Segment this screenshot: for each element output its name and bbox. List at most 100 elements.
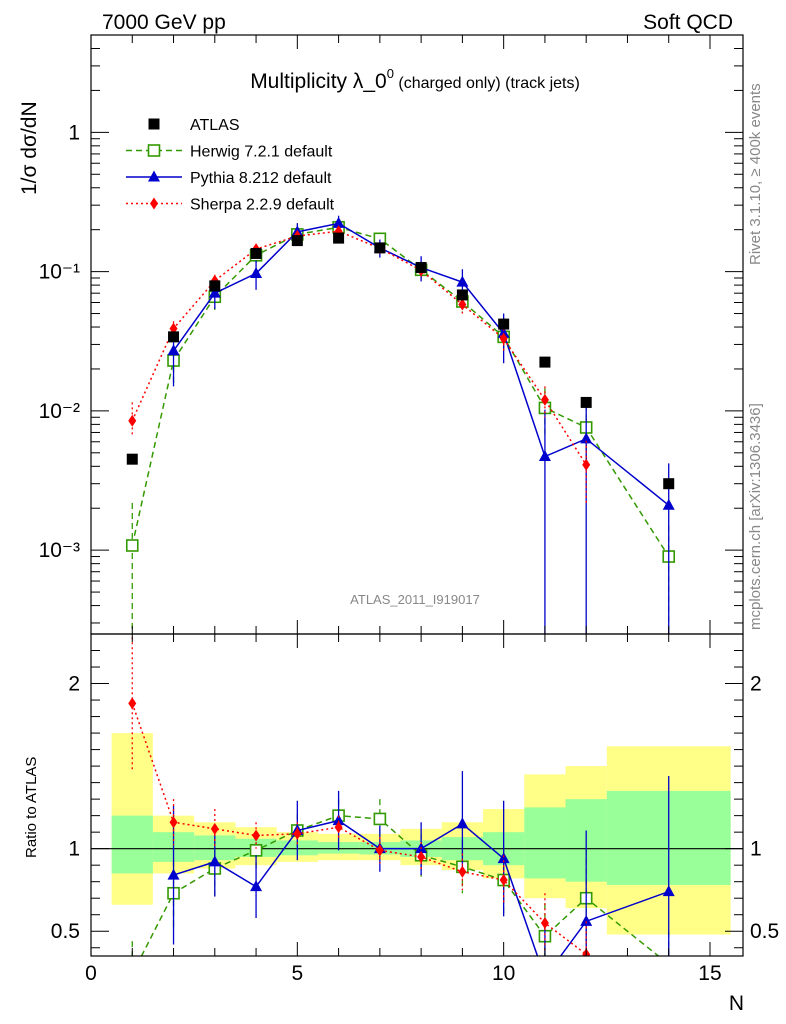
pythia-point xyxy=(538,450,551,462)
y-axis-title: 1/σ dσ/dN xyxy=(18,101,41,195)
pythia-ratio-point xyxy=(497,852,510,864)
herwig-line xyxy=(131,226,670,557)
x-tick-label: 15 xyxy=(698,962,721,985)
band-inner xyxy=(524,807,566,879)
herwig-ratio-point xyxy=(663,959,674,970)
atlas-data xyxy=(126,232,675,490)
plot-title-suffix: (charged only) (track jets) xyxy=(394,75,580,92)
sherpa-point xyxy=(128,414,137,427)
pythia-ratio-point xyxy=(208,855,221,867)
pythia-ratio-point xyxy=(456,817,469,829)
atlas-point xyxy=(415,262,427,274)
sherpa-ratio-point xyxy=(210,822,219,835)
atlas-point xyxy=(498,318,510,330)
pythia-point xyxy=(208,286,221,298)
herwig-ratio-point xyxy=(373,812,387,826)
atlas-point xyxy=(663,478,675,490)
ratio-tick-label: 2 xyxy=(68,673,80,696)
ratio-tick-label: 1 xyxy=(68,838,80,861)
site-label: mcplots.cern.ch [arXiv:1306.3436] xyxy=(747,403,764,630)
ratio-axis-title: Ratio to ATLAS xyxy=(23,757,40,858)
pythia-ratio-point xyxy=(167,868,180,880)
pythia-point xyxy=(662,498,675,510)
pythia-point xyxy=(456,275,469,287)
main-panel xyxy=(125,215,676,634)
sherpa-ratio-point xyxy=(417,850,426,863)
plot-title: Multiplicity λ_00 (charged only) (track … xyxy=(250,66,580,93)
sherpa-ratio-point xyxy=(169,816,178,829)
y-tick-label: 1 xyxy=(68,121,80,144)
x-tick-label: 5 xyxy=(291,962,303,985)
ratio-tick-label: 0.5 xyxy=(51,920,80,943)
atlas-point xyxy=(580,396,592,408)
pythia-point xyxy=(497,326,510,338)
sherpa-ratio-point xyxy=(128,697,137,710)
pythia-ratio-point xyxy=(332,814,345,826)
category-label: Soft QCD xyxy=(643,11,733,34)
sherpa-point xyxy=(499,332,508,345)
sherpa-point xyxy=(458,298,467,311)
axes-frame: 0 5 10 15 10⁻³ 10⁻² 10⁻¹ 1 0.5 0.5 1 1 2 2 xyxy=(39,34,779,985)
pythia-point xyxy=(250,266,263,278)
legend-label: Herwig 7.2.1 default xyxy=(190,144,333,161)
energy-label: 7000 GeV pp xyxy=(102,11,226,34)
legend-label: Sherpa 2.2.9 default xyxy=(190,197,335,214)
y-tick-label: 10⁻¹ xyxy=(39,261,80,284)
legend-marker xyxy=(148,118,160,130)
main-frame xyxy=(90,34,744,635)
ratio-panel xyxy=(127,637,675,982)
pythia-ratio-line xyxy=(173,819,669,956)
atlas-point xyxy=(333,232,345,244)
pythia-point xyxy=(580,432,593,444)
ratio-uncertainty-bands xyxy=(91,733,743,935)
pythia-ratio-point xyxy=(662,885,675,897)
herwig-point xyxy=(125,539,139,552)
sherpa-ratio-point xyxy=(252,829,261,842)
y-tick-label: 10⁻³ xyxy=(39,539,80,562)
sherpa-ratio-point xyxy=(293,827,302,840)
sherpa-line xyxy=(131,230,587,466)
legend: ATLAS Herwig 7.2.1 default Pythia 8.212 de… xyxy=(126,117,335,214)
legend-marker xyxy=(148,170,160,182)
plot-title-main: Multiplicity λ_0 xyxy=(250,70,387,93)
x-axis-title: N xyxy=(729,992,744,1015)
sherpa-point xyxy=(540,393,549,406)
sherpa-ratio-line xyxy=(131,703,587,955)
ratio-frame xyxy=(90,633,744,957)
pythia-ratio-point xyxy=(539,971,551,982)
herwig-ratio-point xyxy=(249,844,263,857)
atlas-point xyxy=(291,235,303,247)
y-tick-label: 10⁻² xyxy=(39,400,80,423)
sherpa-ratio-point xyxy=(499,874,508,887)
sherpa-point xyxy=(582,458,591,471)
atlas-point xyxy=(374,242,386,254)
pythia-point xyxy=(167,344,180,356)
herwig-ratio-point xyxy=(127,969,138,980)
atlas-point xyxy=(126,453,138,465)
atlas-point xyxy=(250,247,262,259)
legend-marker xyxy=(147,144,161,157)
atlas-point xyxy=(168,331,180,343)
atlas-point xyxy=(209,280,221,292)
legend-label: ATLAS xyxy=(190,117,240,134)
sherpa-ratio-point xyxy=(334,821,343,834)
x-tick-label: 10 xyxy=(492,962,515,985)
pythia-ratio-point xyxy=(580,914,593,926)
pythia-point xyxy=(332,216,345,228)
legend-marker xyxy=(150,197,158,210)
atlas-point xyxy=(539,356,551,368)
ratio-tick-label-right: 0.5 xyxy=(750,920,779,943)
series-layer xyxy=(125,215,676,982)
plot-title-superscript: 0 xyxy=(387,66,394,81)
legend-label: Pythia 8.212 default xyxy=(190,170,332,187)
atlas-point xyxy=(456,289,468,301)
pythia-ratio-point xyxy=(250,880,263,892)
band-inner xyxy=(111,815,153,874)
sherpa-ratio-point xyxy=(458,865,467,878)
rivet-label: Rivet 3.1.10, ≥ 400k events xyxy=(747,83,764,265)
x-tick-label: 0 xyxy=(85,962,97,985)
sherpa-ratio-series xyxy=(128,637,591,956)
sherpa-ratio-point xyxy=(540,916,549,929)
analysis-label: ATLAS_2011_I919017 xyxy=(350,592,480,607)
